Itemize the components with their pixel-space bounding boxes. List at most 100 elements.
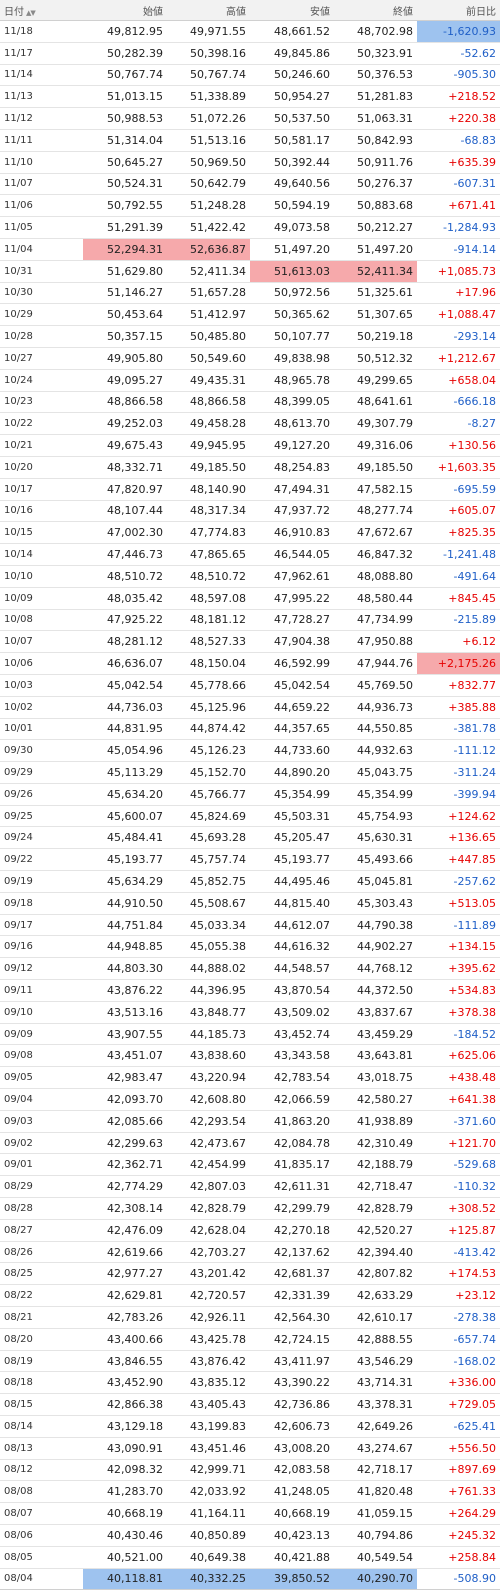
table-row: 09/25 45,600.07 45,824.69 45,503.31 45,754.9… bbox=[0, 805, 500, 828]
cell-change: +264.29 bbox=[417, 1502, 500, 1525]
cell-low: 46,544.05 bbox=[250, 543, 334, 566]
column-header-low[interactable]: 安値 bbox=[250, 0, 334, 21]
cell-low: 44,733.60 bbox=[250, 739, 334, 763]
cell-change: +845.45 bbox=[417, 587, 500, 610]
table-row: 10/30 51,146.27 51,657.28 50,972.56 51,325.6… bbox=[0, 282, 500, 305]
table-row: 10/24 49,095.27 49,435.31 48,965.78 49,299.6… bbox=[0, 369, 500, 392]
cell-change: +761.33 bbox=[417, 1480, 500, 1504]
cell-open: 49,905.80 bbox=[83, 347, 167, 370]
cell-high: 48,866.58 bbox=[167, 391, 250, 414]
cell-date: 08/08 bbox=[0, 1480, 83, 1504]
table-row: 11/10 50,645.27 50,969.50 50,392.44 50,911.7… bbox=[0, 151, 500, 174]
cell-date: 09/30 bbox=[0, 739, 83, 763]
table-row: 11/14 50,767.74 50,767.74 50,246.60 50,376.5… bbox=[0, 64, 500, 87]
cell-high: 48,597.08 bbox=[167, 587, 250, 610]
cell-high: 45,852.75 bbox=[167, 870, 250, 893]
table-row: 09/09 43,907.55 44,185.73 43,452.74 43,459.2… bbox=[0, 1023, 500, 1046]
cell-date: 10/27 bbox=[0, 347, 83, 370]
column-header-change[interactable]: 前日比 bbox=[417, 0, 500, 21]
sort-arrows-icon[interactable]: ▲▼ bbox=[26, 8, 36, 17]
table-row: 11/11 51,314.04 51,513.16 50,581.17 50,842.9… bbox=[0, 129, 500, 152]
cell-close: 43,018.75 bbox=[334, 1066, 417, 1090]
cell-date: 08/05 bbox=[0, 1546, 83, 1569]
cell-open: 40,430.46 bbox=[83, 1524, 167, 1547]
cell-open: 44,803.30 bbox=[83, 957, 167, 981]
cell-close: 51,063.31 bbox=[334, 107, 417, 130]
cell-high: 51,072.26 bbox=[167, 107, 250, 130]
column-header-date[interactable]: 日付 ▲▼ bbox=[0, 0, 83, 21]
cell-change: -1,241.48 bbox=[417, 543, 500, 566]
table-row: 11/04 52,294.31 52,636.87 51,497.20 51,497.2… bbox=[0, 238, 500, 261]
table-row: 08/05 40,521.00 40,649.38 40,421.88 40,549.5… bbox=[0, 1546, 500, 1569]
table-row: 08/12 42,098.32 42,999.71 42,083.58 42,718.1… bbox=[0, 1459, 500, 1482]
cell-high: 49,458.28 bbox=[167, 412, 250, 436]
cell-high: 45,824.69 bbox=[167, 805, 250, 828]
table-row: 09/24 45,484.41 45,693.28 45,205.47 45,630.3… bbox=[0, 826, 500, 850]
table-row: 10/01 44,831.95 44,874.42 44,357.65 44,550.8… bbox=[0, 718, 500, 741]
table-row: 10/29 50,453.64 51,412.97 50,365.62 51,307.6… bbox=[0, 303, 500, 327]
cell-close: 42,310.49 bbox=[334, 1132, 417, 1155]
column-header-open[interactable]: 始値 bbox=[83, 0, 167, 21]
cell-high: 45,508.67 bbox=[167, 892, 250, 915]
table-row: 10/16 48,107.44 48,317.34 47,937.72 48,277.7… bbox=[0, 500, 500, 523]
cell-high: 42,454.99 bbox=[167, 1153, 250, 1177]
cell-close: 42,718.47 bbox=[334, 1175, 417, 1199]
cell-open: 44,751.84 bbox=[83, 914, 167, 937]
cell-open: 42,093.70 bbox=[83, 1088, 167, 1111]
cell-high: 51,338.89 bbox=[167, 85, 250, 109]
cell-open: 50,524.31 bbox=[83, 173, 167, 196]
cell-low: 42,066.59 bbox=[250, 1088, 334, 1111]
cell-change: +121.70 bbox=[417, 1132, 500, 1155]
cell-open: 43,090.91 bbox=[83, 1437, 167, 1460]
cell-high: 50,398.16 bbox=[167, 42, 250, 65]
cell-high: 43,220.94 bbox=[167, 1066, 250, 1090]
column-header-high[interactable]: 高値 bbox=[167, 0, 250, 21]
cell-date: 08/18 bbox=[0, 1371, 83, 1395]
cell-low: 47,937.72 bbox=[250, 500, 334, 523]
cell-open: 52,294.31 bbox=[83, 238, 167, 261]
cell-low: 49,073.58 bbox=[250, 216, 334, 239]
cell-close: 49,185.50 bbox=[334, 456, 417, 479]
cell-close: 42,828.79 bbox=[334, 1197, 417, 1220]
cell-close: 41,059.15 bbox=[334, 1502, 417, 1525]
cell-low: 47,494.31 bbox=[250, 478, 334, 501]
cell-open: 49,675.43 bbox=[83, 434, 167, 457]
cell-high: 44,396.95 bbox=[167, 979, 250, 1002]
column-header-close[interactable]: 終値 bbox=[334, 0, 417, 21]
cell-change: +1,088.47 bbox=[417, 303, 500, 327]
cell-date: 10/10 bbox=[0, 565, 83, 588]
cell-low: 50,537.50 bbox=[250, 107, 334, 130]
cell-open: 44,910.50 bbox=[83, 892, 167, 915]
cell-close: 48,641.61 bbox=[334, 391, 417, 414]
cell-date: 11/04 bbox=[0, 238, 83, 261]
table-row: 10/22 49,252.03 49,458.28 48,613.70 49,307.7… bbox=[0, 412, 500, 436]
cell-open: 51,013.15 bbox=[83, 85, 167, 109]
cell-change: +130.56 bbox=[417, 434, 500, 457]
cell-change: -657.74 bbox=[417, 1328, 500, 1351]
cell-high: 43,425.78 bbox=[167, 1328, 250, 1351]
table-row: 10/02 44,736.03 45,125.96 44,659.22 44,936.7… bbox=[0, 696, 500, 719]
cell-low: 50,392.44 bbox=[250, 151, 334, 174]
cell-close: 45,354.99 bbox=[334, 783, 417, 806]
cell-date: 08/22 bbox=[0, 1284, 83, 1308]
cell-change: +245.32 bbox=[417, 1524, 500, 1547]
cell-close: 50,512.32 bbox=[334, 347, 417, 370]
cell-high: 45,778.66 bbox=[167, 674, 250, 697]
cell-open: 42,866.38 bbox=[83, 1393, 167, 1416]
table-row: 09/18 44,910.50 45,508.67 44,815.40 45,303.4… bbox=[0, 892, 500, 915]
cell-low: 44,495.46 bbox=[250, 870, 334, 893]
cell-close: 48,088.80 bbox=[334, 565, 417, 588]
cell-open: 45,193.77 bbox=[83, 848, 167, 872]
cell-high: 42,807.03 bbox=[167, 1175, 250, 1199]
cell-close: 40,290.70 bbox=[334, 1568, 417, 1590]
cell-open: 44,831.95 bbox=[83, 718, 167, 741]
cell-date: 08/25 bbox=[0, 1262, 83, 1286]
cell-change: -491.64 bbox=[417, 565, 500, 588]
cell-low: 46,592.99 bbox=[250, 652, 334, 675]
cell-date: 10/14 bbox=[0, 543, 83, 566]
header-row: 日付 ▲▼ 始値 高値 安値 終値 前日比 bbox=[0, 0, 500, 21]
cell-change: -666.18 bbox=[417, 391, 500, 414]
table-row: 10/03 45,042.54 45,778.66 45,042.54 45,769.5… bbox=[0, 674, 500, 697]
cell-date: 09/16 bbox=[0, 935, 83, 959]
cell-low: 45,205.47 bbox=[250, 826, 334, 850]
